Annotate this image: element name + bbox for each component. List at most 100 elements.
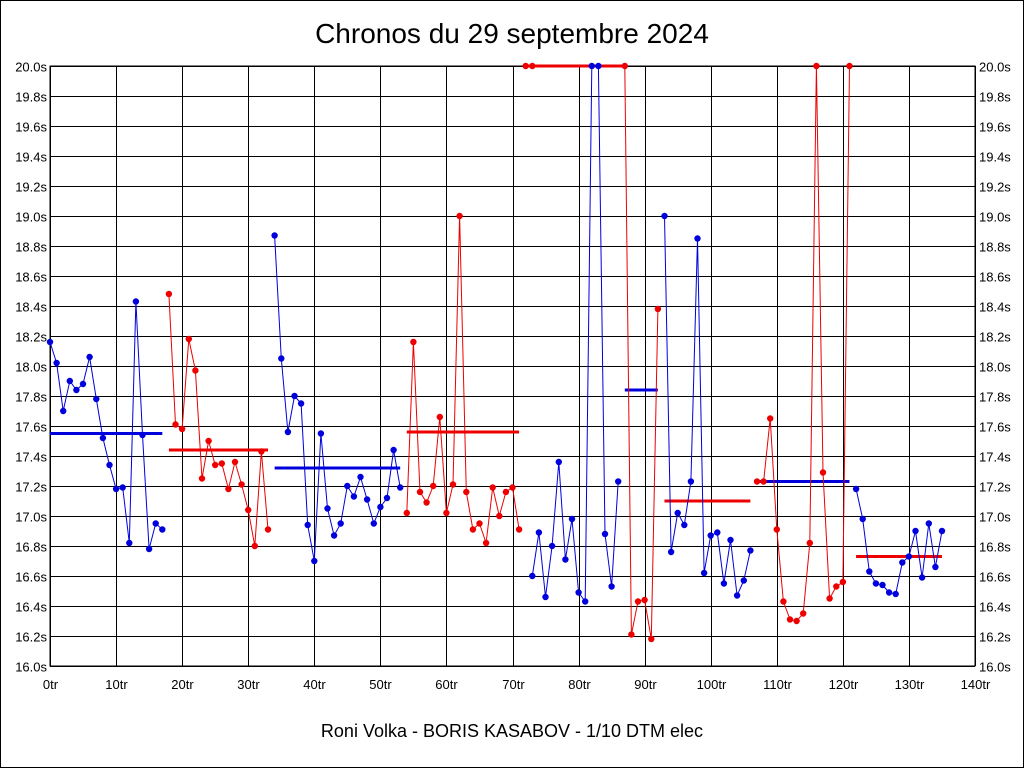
data-point-0-17 — [159, 526, 166, 533]
x-tick-label: 40tr — [303, 677, 326, 692]
x-tick-label: 20tr — [171, 677, 194, 692]
y-tick-label-right: 19.8s — [979, 90, 1011, 105]
data-point-5-6 — [568, 515, 576, 523]
data-point-6-1 — [628, 631, 635, 638]
data-point-10-10 — [819, 469, 827, 476]
y-tick-label-right: 19.6s — [979, 120, 1011, 135]
average-lines — [50, 64, 942, 558]
data-point-10-3 — [773, 526, 780, 533]
chart-subtitle: Roni Volka - BORIS KASABOV - 1/10 DTM el… — [320, 721, 704, 741]
data-point-0-4 — [73, 386, 80, 394]
y-tick-label-right: 18.8s — [979, 240, 1011, 255]
data-point-10-5 — [786, 616, 794, 623]
data-point-2-1 — [278, 355, 285, 362]
y-tick-label-left: 19.8s — [15, 90, 47, 105]
data-point-8-10 — [727, 536, 734, 544]
data-point-1-1 — [172, 421, 179, 428]
data-point-10-0 — [753, 478, 761, 485]
y-tick-label-left: 18.2s — [15, 330, 47, 345]
data-point-12-3 — [872, 580, 880, 587]
data-point-8-8 — [714, 529, 721, 536]
data-point-8-5 — [694, 235, 701, 242]
data-point-1-11 — [238, 481, 245, 488]
y-tick-label-right: 19.4s — [979, 150, 1011, 165]
series-lines — [49, 65, 943, 640]
data-point-5-1 — [535, 529, 543, 536]
data-point-1-2 — [178, 425, 186, 433]
x-tick-labels: 0tr 10tr 20tr 30tr 40tr 50tr 60tr 70tr 80tr 90tr 1… — [43, 677, 991, 692]
data-point-10-4 — [780, 598, 787, 605]
x-tick-label: 80tr — [568, 677, 591, 692]
data-point-5-7 — [575, 589, 582, 596]
data-point-12-6 — [892, 590, 899, 598]
series-line-8 — [664, 215, 751, 598]
data-point-2-5 — [304, 521, 311, 529]
data-point-10-6 — [793, 617, 800, 625]
data-point-0-3 — [66, 377, 74, 385]
data-point-1-6 — [205, 437, 212, 445]
data-point-2-7 — [317, 430, 325, 437]
data-point-2-6 — [311, 557, 318, 565]
data-point-1-9 — [225, 485, 232, 493]
data-point-0-1 — [53, 359, 60, 367]
data-point-12-9 — [912, 527, 919, 535]
data-point-0-14 — [139, 431, 146, 439]
y-tick-label-left: 18.6s — [15, 270, 47, 285]
y-tick-label-left: 17.0s — [15, 510, 47, 525]
y-tick-label-left: 17.6s — [15, 420, 47, 435]
x-tick-label: 30tr — [237, 677, 260, 692]
y-tick-label-right: 18.6s — [979, 270, 1011, 285]
data-point-10-7 — [800, 610, 807, 617]
data-point-6-0 — [621, 62, 628, 70]
y-tick-label-left: 19.4s — [15, 150, 47, 165]
data-point-0-13 — [132, 298, 140, 305]
data-point-5-8 — [582, 598, 589, 605]
y-tick-label-left: 19.2s — [15, 180, 47, 195]
data-point-8-6 — [700, 569, 708, 577]
y-tick-label-right: 18.2s — [979, 330, 1011, 345]
data-point-10-11 — [826, 595, 833, 602]
data-point-3-13 — [489, 484, 496, 491]
y-tick-label-right: 16.2s — [979, 630, 1011, 645]
y-tick-label-right: 17.4s — [979, 450, 1011, 465]
data-point-5-12 — [608, 583, 615, 590]
data-point-3-11 — [476, 520, 483, 527]
data-point-3-7 — [449, 481, 457, 488]
data-point-5-2 — [542, 593, 549, 601]
data-point-10-13 — [839, 578, 847, 586]
data-point-12-7 — [899, 559, 906, 566]
data-point-3-4 — [430, 482, 437, 490]
series-line-0 — [49, 301, 163, 550]
data-point-1-3 — [185, 335, 192, 343]
data-point-8-4 — [687, 478, 695, 485]
data-point-10-8 — [806, 539, 813, 547]
x-tick-label: 100tr — [697, 677, 727, 692]
data-point-5-10 — [595, 62, 602, 70]
data-point-6-4 — [648, 635, 655, 643]
data-point-8-0 — [661, 212, 668, 220]
data-point-0-9 — [106, 461, 113, 469]
data-point-3-3 — [423, 499, 430, 506]
data-point-0-16 — [152, 520, 159, 527]
y-tick-label-right: 17.0s — [979, 510, 1011, 525]
data-point-8-11 — [733, 592, 741, 599]
x-tick-label: 70tr — [502, 677, 525, 692]
x-tick-label: 120tr — [829, 677, 859, 692]
data-point-1-13 — [251, 542, 258, 550]
data-point-12-0 — [852, 485, 860, 493]
y-tick-label-right: 17.8s — [979, 390, 1011, 405]
y-tick-label-left: 16.4s — [15, 600, 47, 615]
data-point-12-1 — [859, 515, 866, 523]
data-point-2-14 — [363, 496, 371, 503]
data-point-0-0 — [46, 338, 54, 346]
x-tick-label: 110tr — [763, 677, 792, 692]
data-point-2-0 — [271, 232, 278, 239]
y-tick-label-right: 18.0s — [979, 360, 1011, 375]
data-point-1-10 — [231, 458, 239, 466]
data-point-3-15 — [502, 488, 510, 496]
y-tick-label-left: 18.4s — [15, 300, 47, 315]
y-tick-label-right: 16.4s — [979, 600, 1011, 615]
data-point-0-12 — [126, 539, 133, 547]
y-tick-label-left: 16.0s — [15, 660, 47, 675]
y-tick-label-right: 19.0s — [979, 210, 1011, 225]
